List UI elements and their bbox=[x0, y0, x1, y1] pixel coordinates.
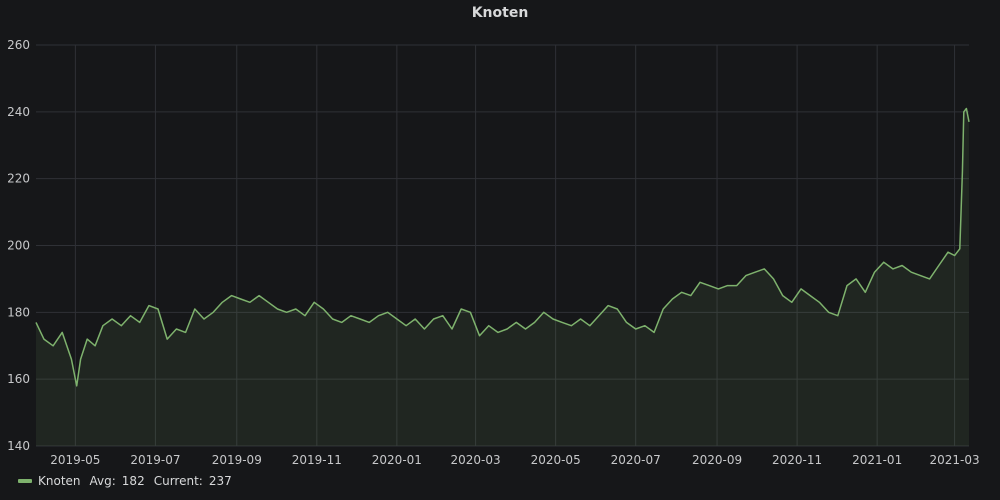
y-tick-label: 260 bbox=[7, 38, 30, 52]
x-tick-label: 2019-09 bbox=[212, 453, 262, 467]
y-tick-label: 240 bbox=[7, 105, 30, 119]
legend-series-name: Knoten bbox=[38, 474, 81, 488]
y-axis-ticks: 140 160 180 200 220 240 260 bbox=[7, 38, 30, 453]
x-tick-label: 2019-05 bbox=[50, 453, 100, 467]
legend-avg-value: 182 bbox=[121, 474, 145, 488]
y-tick-label: 220 bbox=[7, 172, 30, 186]
legend-swatch bbox=[18, 479, 32, 483]
y-tick-label: 140 bbox=[7, 439, 30, 453]
x-tick-label: 2020-01 bbox=[372, 453, 422, 467]
x-tick-label: 2021-01 bbox=[852, 453, 902, 467]
x-axis-ticks: 2019-05 2019-07 2019-09 2019-11 2020-01 2020-… bbox=[50, 453, 979, 467]
series-line-knoten[interactable] bbox=[35, 107, 970, 387]
legend-current-label: Current: bbox=[153, 474, 203, 488]
x-tick-label: 2021-03 bbox=[929, 453, 979, 467]
x-tick-label: 2019-11 bbox=[292, 453, 342, 467]
legend[interactable]: Knoten Avg: 182 Current: 237 bbox=[18, 474, 232, 488]
legend-current-value: 237 bbox=[208, 474, 232, 488]
x-tick-label: 2020-07 bbox=[611, 453, 661, 467]
grid-lines bbox=[36, 44, 969, 447]
chart-title: Knoten bbox=[471, 5, 529, 21]
y-tick-label: 200 bbox=[7, 239, 30, 253]
y-tick-label: 160 bbox=[7, 372, 30, 386]
x-tick-label: 2020-05 bbox=[531, 453, 581, 467]
x-tick-label: 2020-03 bbox=[451, 453, 501, 467]
x-tick-label: 2019-07 bbox=[130, 453, 180, 467]
legend-avg-label: Avg: bbox=[89, 474, 116, 488]
x-tick-label: 2020-09 bbox=[692, 453, 742, 467]
y-tick-label: 180 bbox=[7, 305, 30, 319]
series-area-knoten bbox=[36, 108, 969, 446]
x-tick-label: 2020-11 bbox=[772, 453, 822, 467]
